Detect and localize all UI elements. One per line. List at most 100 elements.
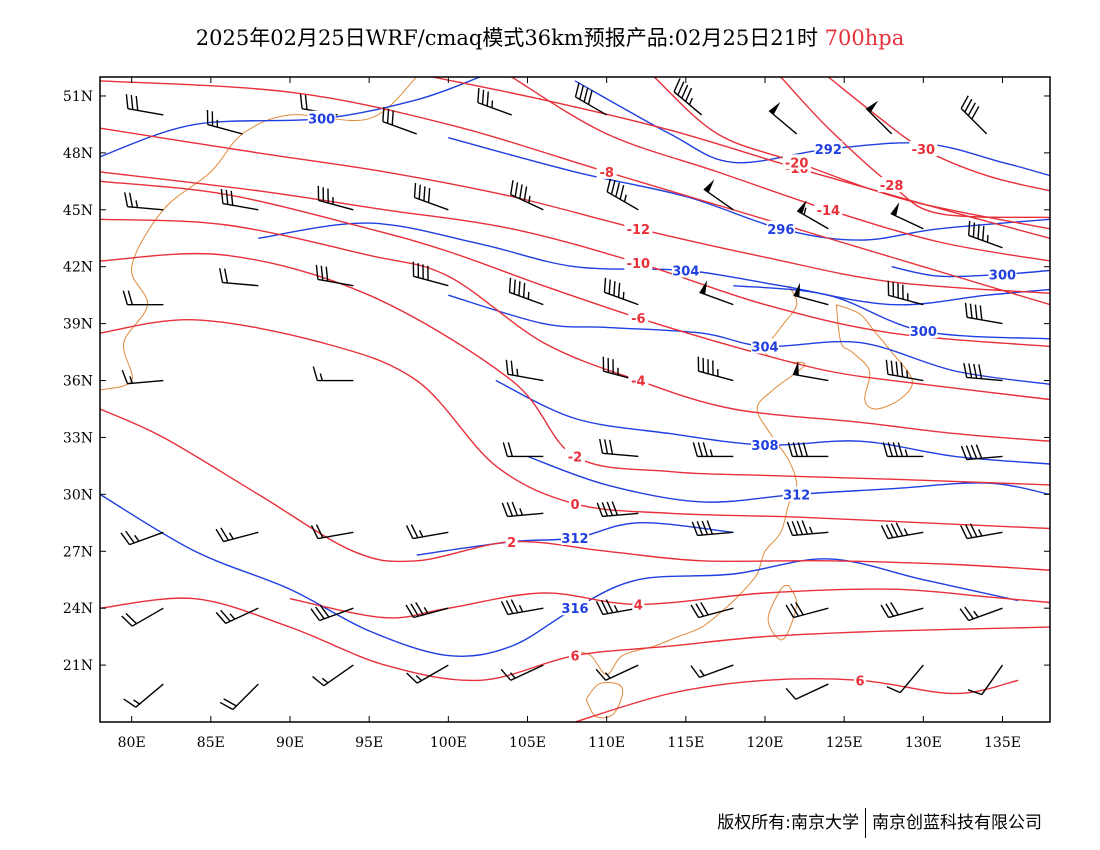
wind-barb: [890, 202, 924, 230]
height-label-bg: [909, 323, 938, 339]
temperature-contour-label: -30: [912, 143, 936, 158]
wind-barb: [599, 438, 639, 458]
wind-barb: [206, 110, 243, 135]
height-contour-label: 300: [308, 113, 335, 128]
wind-barb: [501, 501, 544, 518]
height-contour: [100, 493, 1019, 658]
temperature-label-bg: [569, 647, 581, 663]
wind-barb: [219, 268, 259, 287]
temperature-label-bg: [782, 154, 811, 170]
y-tick-label: 33N: [63, 430, 93, 446]
temperature-contour-label: -10: [627, 257, 651, 272]
height-label-bg: [671, 262, 700, 278]
wind-barb: [964, 302, 1003, 325]
wind-barb: [785, 602, 829, 619]
wind-barb: [215, 607, 259, 625]
wind-barb: [312, 664, 354, 687]
wind-barb: [865, 100, 893, 135]
wind-barb: [885, 359, 924, 382]
temperature-contour-label: -4: [631, 375, 645, 390]
height-label-bg: [561, 529, 589, 545]
height-label-bg: [751, 338, 779, 354]
x-tick-label: 100E: [430, 735, 467, 751]
height-contour-label: 300: [910, 325, 937, 340]
wind-barb: [690, 664, 734, 679]
height-contour-label: 296: [767, 223, 794, 238]
wind-barb: [406, 664, 449, 684]
temperature-label-bg: [624, 254, 653, 270]
wind-barb: [882, 442, 924, 458]
wind-barb: [768, 101, 798, 135]
x-tick-label: 135E: [984, 735, 1021, 751]
temperature-contour: [100, 319, 1050, 530]
height-label-bg: [782, 486, 811, 502]
temperature-label-bg: [632, 596, 645, 612]
temperature-label-bg: [877, 177, 906, 193]
temperature-contour: [574, 677, 1019, 722]
y-tick-label: 36N: [63, 374, 93, 390]
wind-barb: [405, 524, 449, 540]
y-tick-label: 45N: [63, 203, 93, 219]
wind-barb: [120, 530, 164, 546]
x-tick-label: 90E: [276, 735, 304, 751]
y-tick-label: 48N: [63, 146, 93, 162]
height-label-bg: [814, 141, 843, 157]
pressure-level: 700hpa: [824, 26, 905, 50]
wind-barb: [880, 522, 924, 540]
height-contour-label: 316: [561, 602, 588, 617]
wind-barb: [315, 264, 354, 287]
footer: 版权所有:南京大学 南京创蓝科技有限公司: [717, 808, 1042, 838]
wind-barb: [508, 277, 544, 306]
wind-barb: [880, 602, 924, 619]
wind-barb: [787, 442, 829, 458]
x-tick-label: 110E: [588, 735, 625, 751]
height-contour-label: 292: [815, 143, 842, 158]
wind-barb: [412, 261, 449, 287]
y-tick-label: 30N: [63, 487, 93, 503]
wind-barb: [960, 95, 988, 135]
wind-barb: [413, 182, 449, 211]
x-tick-label: 115E: [667, 735, 704, 751]
y-tick-label: 27N: [63, 544, 93, 560]
temperature-label-bg: [624, 220, 653, 236]
wind-barb: [792, 361, 829, 382]
x-tick-label: 125E: [826, 735, 863, 751]
wind-barb: [793, 282, 829, 306]
temperature-label-bg: [596, 163, 617, 179]
height-contour: [891, 266, 1050, 278]
x-tick-label: 130E: [905, 735, 942, 751]
temperature-label-bg: [814, 201, 843, 217]
y-tick-label: 42N: [63, 260, 93, 276]
temperature-contour-label: -6: [631, 312, 645, 327]
wind-barb: [502, 442, 544, 458]
axis-layer: 80E 85E 90E 95E 100E 105E 110E 115E 120E 125E 130E…: [63, 77, 1050, 751]
korea-outline: [835, 304, 913, 410]
height-contour-label: 304: [751, 340, 778, 355]
wind-barb: [603, 277, 639, 306]
wind-barb: [121, 607, 164, 627]
x-tick-label: 80E: [118, 735, 146, 751]
temperature-contour: [432, 77, 1050, 239]
wind-barb: [510, 180, 544, 211]
wind-barb: [477, 88, 512, 116]
wind-barb: [697, 356, 734, 382]
wind-barb: [960, 444, 1003, 461]
height-contour-label: 312: [561, 532, 588, 547]
temperature-contour-label: 6: [855, 674, 864, 689]
wind-barb: [574, 82, 608, 116]
temperature-contour-label: -14: [817, 204, 841, 219]
wind-barb: [310, 604, 354, 622]
temperature-contour: [100, 218, 1050, 442]
temperature-contour-label: 0: [570, 498, 579, 513]
temperature-contour-label: -12: [627, 223, 651, 238]
temperature-contour: [100, 180, 1050, 401]
footer-separator: [865, 808, 866, 838]
temperature-contour: [100, 127, 1050, 294]
wind-barb-layer: [120, 78, 1004, 711]
wind-barb: [703, 179, 734, 211]
map-title: 2025年02月25日WRF/cmaq模式36km预报产品:02月25日21时 …: [0, 22, 1100, 52]
wind-barb: [317, 185, 354, 211]
temperature-contour-label: 6: [570, 650, 579, 665]
